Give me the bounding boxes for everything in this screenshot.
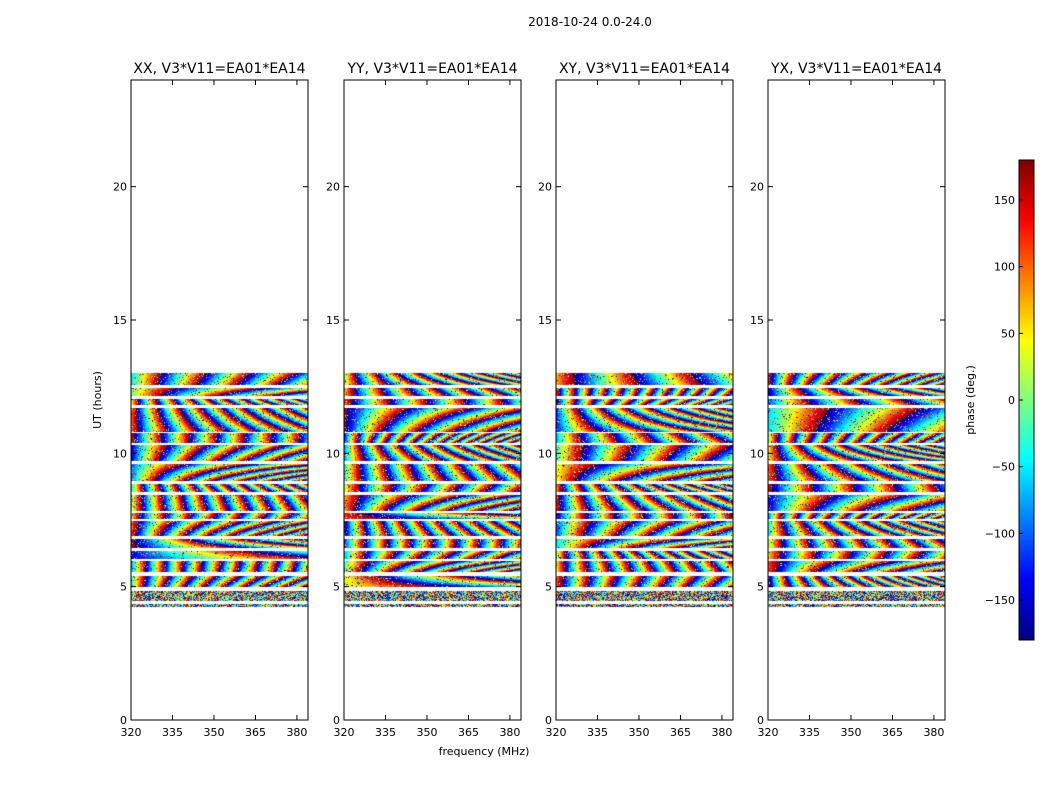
y-axis-label: UT (hours): [91, 371, 104, 429]
colorbar-tick-label: −50: [992, 461, 1015, 474]
y-tick-label: 5: [120, 581, 127, 594]
phase-heatmap: [344, 80, 521, 720]
y-tick-label: 5: [757, 581, 764, 594]
phase-heatmap: [556, 80, 733, 720]
panel-title: XX, V3*V11=EA01*EA14: [133, 61, 305, 77]
y-tick-label: 15: [750, 314, 764, 327]
x-axis-label: frequency (MHz): [439, 745, 530, 758]
x-tick-label: 380: [286, 726, 307, 739]
y-tick-label: 20: [538, 181, 552, 194]
colorbar-label: phase (deg.): [964, 365, 977, 435]
colorbar-tick-label: −150: [985, 594, 1015, 607]
colorbar-tick-label: 0: [1008, 394, 1015, 407]
y-tick-label: 5: [333, 581, 340, 594]
panel-title: YX, V3*V11=EA01*EA14: [770, 61, 942, 77]
x-tick-label: 335: [799, 726, 820, 739]
x-tick-label: 320: [546, 726, 567, 739]
panel-title: YY, V3*V11=EA01*EA14: [346, 61, 517, 77]
panel-frame: [555, 79, 734, 721]
x-tick-label: 365: [458, 726, 479, 739]
y-tick-label: 20: [326, 181, 340, 194]
colorbar-gradient: [1019, 160, 1034, 640]
colorbar: 150 100 50 0 −50 −100 −150 phase (deg.): [964, 159, 1035, 641]
phase-heatmap: [768, 80, 945, 720]
x-tick-label: 380: [923, 726, 944, 739]
x-tick-label: 380: [711, 726, 732, 739]
x-tick-label: 320: [121, 726, 142, 739]
x-tick-label: 365: [882, 726, 903, 739]
colorbar-tick-label: −100: [985, 527, 1015, 540]
y-tick-label: 5: [545, 581, 552, 594]
y-tick-label: 15: [326, 314, 340, 327]
figure-suptitle: 2018-10-24 0.0-24.0: [528, 15, 652, 29]
x-tick-label: 365: [245, 726, 266, 739]
y-tick-label: 15: [113, 314, 127, 327]
panel-frame: [343, 79, 522, 721]
x-tick-label: 335: [375, 726, 396, 739]
x-tick-label: 320: [758, 726, 779, 739]
x-tick-label: 335: [162, 726, 183, 739]
panel-title: XY, V3*V11=EA01*EA14: [559, 61, 730, 77]
y-tick-label: 15: [538, 314, 552, 327]
y-tick-label: 0: [757, 714, 764, 727]
x-tick-label: 350: [840, 726, 861, 739]
x-tick-label: 380: [499, 726, 520, 739]
x-tick-label: 365: [670, 726, 691, 739]
x-tick-label: 335: [587, 726, 608, 739]
x-tick-label: 350: [416, 726, 437, 739]
panels-group: XX, V3*V11=EA01*EA14 320 335 350 365 380 0 5 10 1…: [113, 61, 946, 739]
phase-heatmap: [131, 80, 308, 720]
colorbar-tick-label: 150: [994, 194, 1015, 207]
x-tick-label: 350: [628, 726, 649, 739]
x-tick-label: 350: [203, 726, 224, 739]
y-tick-label: 10: [538, 447, 552, 460]
panel-3: YX, V3*V11=EA01*EA14 320 335 350 365 380 0 5 10 1…: [750, 61, 946, 739]
panel-frame: [130, 79, 309, 721]
y-tick-label: 20: [750, 181, 764, 194]
panel-1: YY, V3*V11=EA01*EA14 320 335 350 365 380 0 5 10 1…: [326, 61, 522, 739]
y-tick-label: 10: [750, 447, 764, 460]
y-tick-label: 10: [113, 447, 127, 460]
panel-frame: [767, 79, 946, 721]
x-tick-label: 320: [334, 726, 355, 739]
y-tick-label: 20: [113, 181, 127, 194]
y-tick-label: 10: [326, 447, 340, 460]
panel-0: XX, V3*V11=EA01*EA14 320 335 350 365 380 0 5 10 1…: [113, 61, 309, 739]
y-tick-label: 0: [120, 714, 127, 727]
colorbar-tick-label: 100: [994, 261, 1015, 274]
y-tick-label: 0: [545, 714, 552, 727]
y-tick-label: 0: [333, 714, 340, 727]
panel-2: XY, V3*V11=EA01*EA14 320 335 350 365 380 0 5 10 1…: [538, 61, 734, 739]
colorbar-tick-label: 50: [1001, 327, 1015, 340]
